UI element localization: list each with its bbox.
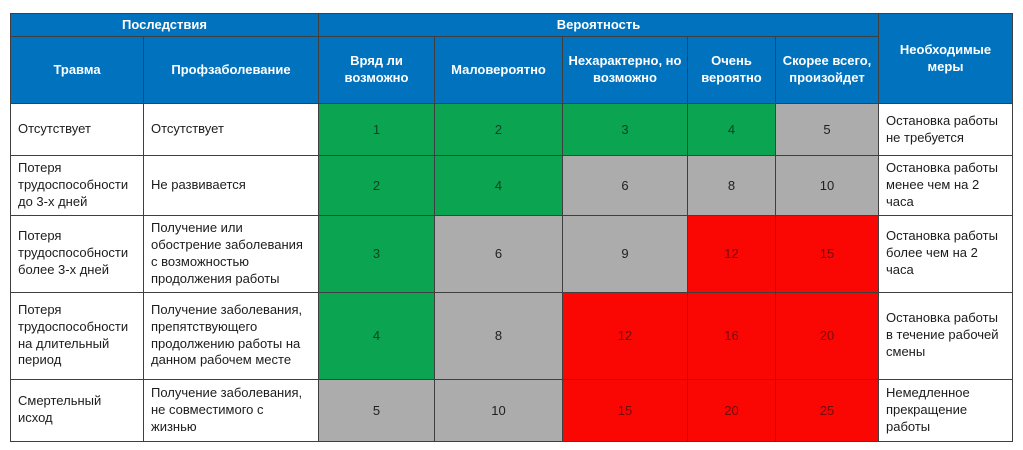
risk-value-cell: 5 (318, 378, 435, 442)
header-prob-uncharacteristic: Нехарактерно, но возможно (562, 36, 688, 104)
risk-value-cell: 10 (775, 155, 879, 216)
risk-value-cell: 6 (562, 155, 688, 216)
measure-cell: Немедленное прекращение работы (878, 378, 1013, 442)
header-prob-hardly-possible: Вряд ли возможно (318, 36, 435, 104)
table-row: Потеря трудоспособности более 3-х дней П… (10, 215, 1013, 293)
measure-cell: Остановка работы более чем на 2 часа (878, 215, 1013, 293)
table-row: Отсутствует Отсутствует 1 2 3 4 5 Остано… (10, 103, 1013, 156)
header-consequences: Последствия (10, 13, 319, 37)
injury-cell: Потеря трудоспособности на длительный пе… (10, 291, 144, 380)
risk-value-cell: 10 (434, 378, 563, 442)
table-row: Потеря трудоспособности до 3-х дней Не р… (10, 155, 1013, 216)
disease-cell: Получение заболевания, препятствующего п… (143, 291, 319, 380)
header-prob-most-likely: Скорее всего, произойдет (775, 36, 879, 104)
risk-value-cell: 4 (687, 103, 776, 156)
injury-cell: Смертельный исход (10, 378, 144, 442)
risk-value-cell: 15 (775, 215, 879, 293)
risk-value-cell: 2 (318, 155, 435, 216)
risk-value-cell: 25 (775, 378, 879, 442)
risk-value-cell: 9 (562, 215, 688, 293)
risk-value-cell: 16 (687, 291, 776, 380)
injury-cell: Отсутствует (10, 103, 144, 156)
injury-cell: Потеря трудоспособности более 3-х дней (10, 215, 144, 293)
risk-value-cell: 2 (434, 103, 563, 156)
disease-cell: Отсутствует (143, 103, 319, 156)
header-injury: Травма (10, 36, 144, 104)
measure-cell: Остановка работы не требуется (878, 103, 1013, 156)
risk-value-cell: 12 (562, 291, 688, 380)
disease-cell: Получение или обострение заболевания с в… (143, 215, 319, 293)
header-occupational-disease: Профзаболевание (143, 36, 319, 104)
disease-cell: Получение заболевания, не совместимого с… (143, 378, 319, 442)
header-prob-very-likely: Очень вероятно (687, 36, 776, 104)
risk-matrix-table: Последствия Вероятность Необходимые меры… (10, 13, 1013, 442)
risk-value-cell: 20 (687, 378, 776, 442)
injury-cell: Потеря трудоспособности до 3-х дней (10, 155, 144, 216)
risk-value-cell: 3 (562, 103, 688, 156)
table-row: Потеря трудоспособности на длительный пе… (10, 291, 1013, 380)
disease-cell: Не развивается (143, 155, 319, 216)
risk-value-cell: 5 (775, 103, 879, 156)
risk-value-cell: 15 (562, 378, 688, 442)
measure-cell: Остановка работы менее чем на 2 часа (878, 155, 1013, 216)
table-row: Смертельный исход Получение заболевания,… (10, 378, 1013, 442)
header-probability: Вероятность (318, 13, 879, 37)
risk-value-cell: 8 (434, 291, 563, 380)
risk-value-cell: 12 (687, 215, 776, 293)
measure-cell: Остановка работы в течение рабочей смены (878, 291, 1013, 380)
risk-value-cell: 4 (434, 155, 563, 216)
risk-value-cell: 4 (318, 291, 435, 380)
risk-value-cell: 8 (687, 155, 776, 216)
header-prob-unlikely: Маловероятно (434, 36, 563, 104)
risk-value-cell: 6 (434, 215, 563, 293)
risk-value-cell: 1 (318, 103, 435, 156)
risk-value-cell: 3 (318, 215, 435, 293)
header-measures: Необходимые меры (878, 13, 1013, 104)
risk-value-cell: 20 (775, 291, 879, 380)
